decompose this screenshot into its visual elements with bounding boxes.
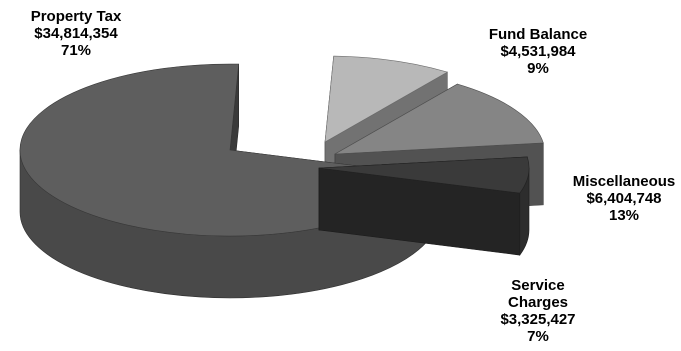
pie-slice-service-charges	[318, 156, 530, 257]
slice-amount: $3,325,427	[500, 311, 575, 328]
slice-amount: $6,404,748	[586, 190, 661, 207]
slice-name: Fund Balance	[489, 26, 587, 43]
slice-name: Property Tax	[31, 8, 122, 25]
pie-slice-top	[318, 156, 530, 194]
slice-label-fund-balance: Fund Balance $4,531,984 9%	[489, 26, 587, 77]
pie-slice-top	[334, 83, 544, 155]
slice-name: Service	[511, 277, 564, 294]
slice-percent: 7%	[527, 328, 549, 345]
slice-amount: $4,531,984	[500, 43, 576, 60]
slice-amount: $34,814,354	[34, 25, 118, 42]
slice-label-service-charges: Service Charges $3,325,427 7%	[500, 277, 575, 345]
slice-percent: 71%	[61, 42, 91, 59]
slice-percent: 9%	[527, 60, 549, 77]
pie-labels: Property Tax $34,814,354 71% Fund Balance $4…	[31, 8, 676, 345]
slice-name: Charges	[508, 294, 568, 311]
pie-slice-top	[324, 55, 449, 143]
slice-label-miscellaneous: Miscellaneous $6,404,748 13%	[573, 173, 676, 224]
pie-slices	[19, 55, 544, 299]
slice-label-property-tax: Property Tax $34,814,354 71%	[31, 8, 122, 59]
slice-name: Miscellaneous	[573, 173, 676, 190]
slice-percent: 13%	[609, 207, 639, 224]
